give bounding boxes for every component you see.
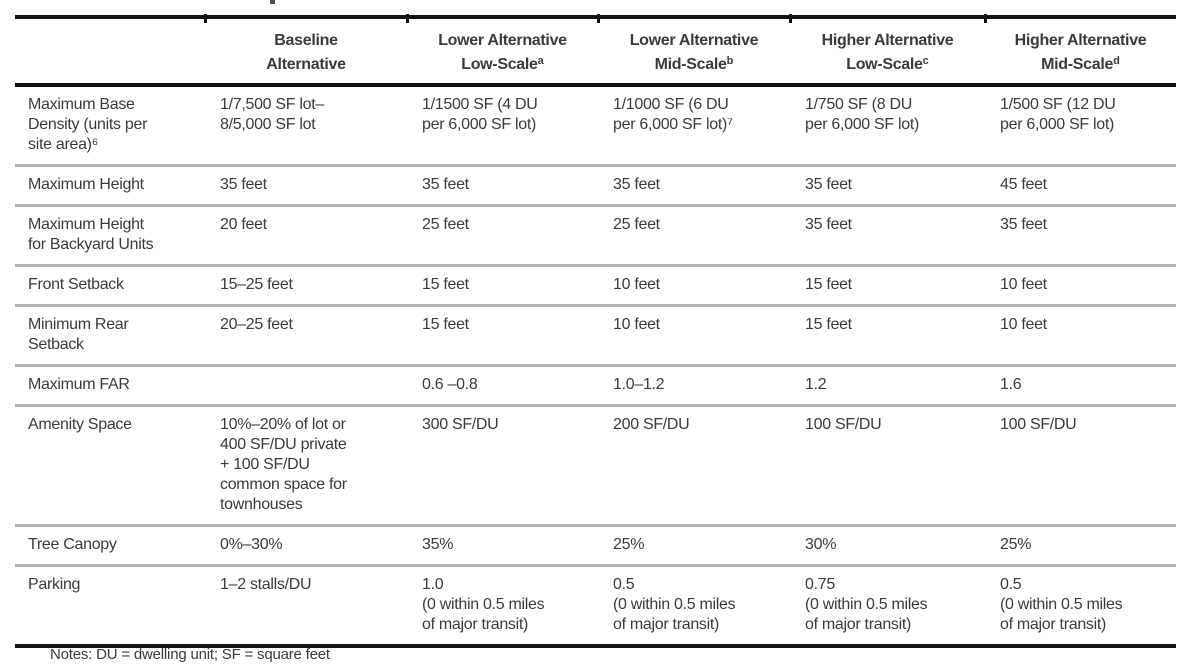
column-divider-tick [789,14,792,23]
table-cell: 35 feet [790,164,985,206]
table-cell: 35 feet [790,204,985,266]
footnote-marker: d [1113,55,1120,67]
table-cell: 15 feet [790,264,985,306]
table-cell: 200 SF/DU [598,404,790,526]
table-cell: 25% [985,524,1176,566]
table-cell: 1.0–1.2 [598,364,790,406]
footnote-marker: b [726,55,734,67]
table-cell: 35 feet [598,164,790,206]
column-header-lower-mid: Lower Alternative Mid-Scaleb [598,17,790,87]
row-label-max-height-backyard: Maximum Height for Backyard Units [15,204,205,266]
table-cell: 15–25 feet [205,264,407,306]
footnote-marker: c [922,55,929,67]
table-cell: 25% [598,524,790,566]
column-header-label: Higher Alternative Mid-Scale [1014,32,1147,73]
table-cell: 1.6 [985,364,1176,406]
table-cell: 0.6 –0.8 [407,364,598,406]
table-cell: 1/750 SF (8 DU per 6,000 SF lot) [805,96,920,133]
table-cell: 1–2 stalls/DU [205,564,407,646]
table-cell: 0.5 (0 within 0.5 miles of major transit… [985,564,1176,646]
table-cell: 1/7,500 SF lot– 8/5,000 SF lot [220,96,325,133]
table-cell: 10%–20% of lot or 400 SF/DU private + 10… [205,404,407,526]
table-row-amenity-space: Amenity Space 10%–20% of lot or 400 SF/D… [15,404,1176,526]
table-row-max-far: Maximum FAR 0.6 –0.8 1.0–1.2 1.2 1.6 [15,364,1176,406]
table-cell: 35 feet [985,204,1176,266]
table-row-front-setback: Front Setback 15–25 feet 15 feet 10 feet… [15,264,1176,306]
column-header-higher-low: Higher Alternative Low-Scalec [790,17,985,87]
table-cell: 35 feet [205,164,407,206]
row-label-min-rear-setback: Minimum Rear Setback [15,304,205,366]
table-cell: 10 feet [598,264,790,306]
table-cell: 10 feet [985,264,1176,306]
table-row-tree-canopy: Tree Canopy 0%–30% 35% 25% 30% 25% [15,524,1176,566]
table-cell: 15 feet [407,264,598,306]
column-header-label: Baseline Alternative [266,32,346,73]
table-cell: 25 feet [407,204,598,266]
table-cell: 300 SF/DU [407,404,598,526]
column-divider-tick [204,14,207,23]
table-cell: 10 feet [598,304,790,366]
table-cell: 30% [790,524,985,566]
table-cell: 15 feet [790,304,985,366]
row-label-max-height: Maximum Height [15,164,205,206]
table-row-parking: Parking 1–2 stalls/DU 1.0 (0 within 0.5 … [15,564,1176,646]
table-cell: 1/1500 SF (4 DU per 6,000 SF lot) [422,96,538,133]
table-notes: Notes: DU = dwelling unit; SF = square f… [50,646,330,663]
table-cell: 15 feet [407,304,598,366]
table-cell: 45 feet [985,164,1176,206]
table-cell: 35 feet [407,164,598,206]
table-cell: 10 feet [985,304,1176,366]
footnote-marker: a [537,55,544,67]
corner-cell [15,17,205,87]
column-header-higher-mid: Higher Alternative Mid-Scaled [985,17,1176,87]
header-row: Baseline Alternative Lower Alternative L… [15,17,1176,87]
row-label-parking: Parking [15,564,205,646]
column-divider-tick [406,14,409,23]
row-label-tree-canopy: Tree Canopy [15,524,205,566]
table-cell: 35% [407,524,598,566]
cropped-text-artifact [270,0,275,4]
column-header-label: Lower Alternative Mid-Scale [629,32,759,73]
table-cell: 0.75 (0 within 0.5 miles of major transi… [790,564,985,646]
table-cell: 1.2 [790,364,985,406]
row-label-amenity-space: Amenity Space [15,404,205,526]
column-header-lower-low: Lower Alternative Low-Scalea [407,17,598,87]
table-cell: 1.0 (0 within 0.5 miles of major transit… [407,564,598,646]
column-header-label: Lower Alternative Low-Scale [438,32,567,73]
table-row-min-rear-setback: Minimum Rear Setback 20–25 feet 15 feet … [15,304,1176,366]
table-row-max-base-density: Maximum Base Density (units per site are… [15,85,1176,166]
table-cell: 20 feet [205,204,407,266]
table-cell: 1/1000 SF (6 DU per 6,000 SF lot)⁷ [613,96,733,133]
table-row-max-height: Maximum Height 35 feet 35 feet 35 feet 3… [15,164,1176,206]
table-cell: 100 SF/DU [985,404,1176,526]
table-cell: 25 feet [598,204,790,266]
table-cell: 100 SF/DU [790,404,985,526]
column-divider-tick [984,14,987,23]
table-cell: 20–25 feet [205,304,407,366]
row-label-front-setback: Front Setback [15,264,205,306]
table-row-max-height-backyard: Maximum Height for Backyard Units 20 fee… [15,204,1176,266]
table-cell: 1/500 SF (12 DU per 6,000 SF lot) [1000,96,1116,133]
alternatives-comparison-table: Baseline Alternative Lower Alternative L… [15,15,1176,648]
row-label-max-base-density: Maximum Base Density (units per site are… [28,96,148,153]
row-label-max-far: Maximum FAR [15,364,205,406]
column-divider-tick [597,14,600,23]
table-cell [205,364,407,406]
column-header-label: Higher Alternative Low-Scale [821,32,954,73]
table-cell: 0%–30% [205,524,407,566]
table-cell: 0.5 (0 within 0.5 miles of major transit… [598,564,790,646]
column-header-baseline: Baseline Alternative [205,17,407,87]
